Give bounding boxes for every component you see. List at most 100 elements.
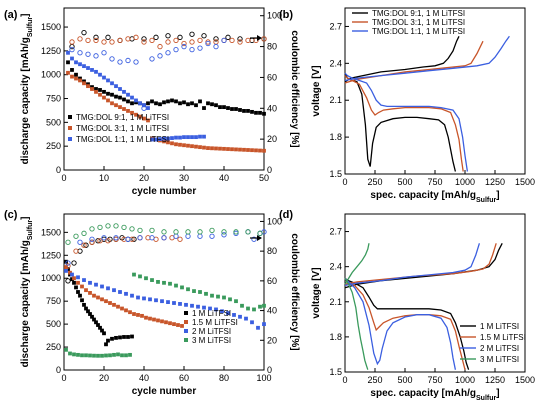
ce-point: [165, 50, 171, 56]
capacity-point: [68, 270, 72, 275]
ce-point: [65, 260, 71, 266]
legend-marker: [68, 126, 72, 130]
capacity-point: [146, 106, 150, 110]
ce-point: [77, 36, 83, 42]
capacity-point: [118, 87, 122, 91]
ce-point: [209, 227, 215, 233]
capacity-point: [168, 281, 172, 286]
ce-point: [117, 59, 123, 65]
ce-point: [237, 39, 243, 45]
curve-line: [344, 35, 510, 82]
capacity-point: [154, 298, 158, 303]
y2-tick-label: 60: [267, 72, 277, 82]
capacity-point: [138, 114, 142, 119]
capacity-point: [96, 353, 100, 358]
capacity-point: [104, 353, 108, 358]
capacity-point: [88, 280, 92, 285]
capacity-point: [174, 142, 178, 147]
capacity-point: [98, 72, 102, 77]
capacity-point: [138, 274, 142, 279]
capacity-point: [244, 316, 248, 321]
x-tick-label: 60: [179, 373, 189, 383]
capacity-point: [162, 280, 166, 285]
y-axis-label: discharge capacity [mAh/gSulfur]: [20, 217, 34, 368]
capacity-point: [118, 95, 122, 100]
capacity-point: [242, 147, 246, 152]
capacity-point: [74, 60, 78, 65]
legend-label: 1.5 M LiTFSI: [192, 318, 238, 327]
capacity-point: [178, 135, 182, 140]
ce-point: [165, 39, 171, 45]
capacity-point: [74, 285, 78, 290]
capacity-point: [94, 87, 98, 91]
ce-point: [141, 36, 147, 42]
x-axis-label: spec. capacity [mAh/gSulfur]: [370, 388, 499, 402]
capacity-point: [210, 293, 214, 298]
capacity-point: [92, 293, 96, 298]
ce-point: [83, 242, 89, 248]
capacity-point: [174, 283, 178, 288]
ce-point: [251, 236, 257, 242]
capacity-point: [136, 295, 140, 300]
capacity-point: [222, 146, 226, 151]
capacity-point: [100, 284, 104, 289]
ce-point: [197, 45, 203, 51]
capacity-point: [134, 100, 138, 105]
ce-point: [141, 39, 147, 45]
capacity-point: [122, 107, 126, 111]
capacity-point: [150, 137, 154, 142]
y-tick-label: 1500: [41, 227, 61, 237]
capacity-point: [198, 99, 202, 104]
legend-marker: [184, 338, 188, 342]
x-tick-label: 750: [427, 375, 442, 385]
capacity-point: [178, 142, 182, 147]
capacity-point: [94, 320, 98, 325]
ce-point: [69, 47, 75, 53]
legend-label: TMG:DOL 9:1, 1 M LiTFSI: [76, 113, 169, 122]
legend-marker: [184, 329, 188, 333]
x-tick-label: 1500: [515, 177, 535, 187]
capacity-point: [158, 102, 162, 107]
capacity-point: [114, 84, 118, 89]
capacity-point: [232, 313, 236, 317]
capacity-point: [222, 295, 226, 300]
capacity-point: [92, 317, 96, 322]
capacity-point: [88, 353, 92, 358]
capacity-point: [106, 98, 110, 103]
capacity-point: [98, 92, 102, 97]
capacity-point: [94, 282, 98, 287]
capacity-point: [194, 135, 198, 140]
capacity-point: [148, 297, 152, 302]
capacity-point: [68, 351, 72, 356]
capacity-point: [118, 105, 122, 110]
y-axis-label-end: ]: [20, 217, 31, 220]
capacity-point: [82, 79, 86, 84]
capacity-point: [174, 99, 178, 104]
x-tick-label: 20: [139, 173, 149, 183]
capacity-point: [78, 293, 82, 298]
x-tick-label: 50: [259, 173, 269, 183]
capacity-point: [228, 297, 232, 302]
y-axis-label: voltage [V]: [311, 65, 322, 116]
legend-label: TMG:DOL 1:1, 1 M LiTFSI: [372, 27, 465, 36]
axis-arrow-head: [257, 35, 262, 41]
capacity-point: [152, 317, 156, 322]
y2-axis-label: coulombic efficiency [%]: [289, 30, 300, 147]
capacity-point: [66, 267, 70, 271]
capacity-point: [208, 306, 212, 311]
capacity-point: [166, 99, 170, 104]
x-tick-label: 0: [61, 173, 66, 183]
capacity-point: [132, 312, 136, 316]
ce-point: [105, 223, 111, 229]
y2-tick-label: 0: [267, 365, 272, 375]
capacity-point: [222, 105, 226, 110]
ce-point: [125, 236, 131, 242]
y-tick-label: 1.8: [329, 132, 342, 142]
x-tick-label: 0: [342, 375, 347, 385]
capacity-point: [112, 352, 116, 357]
panel-label-c: (c): [4, 209, 18, 221]
ce-point: [153, 34, 159, 40]
y-tick-label: 1.5: [329, 169, 342, 179]
ce-point: [131, 236, 137, 242]
ce-point: [89, 226, 95, 232]
